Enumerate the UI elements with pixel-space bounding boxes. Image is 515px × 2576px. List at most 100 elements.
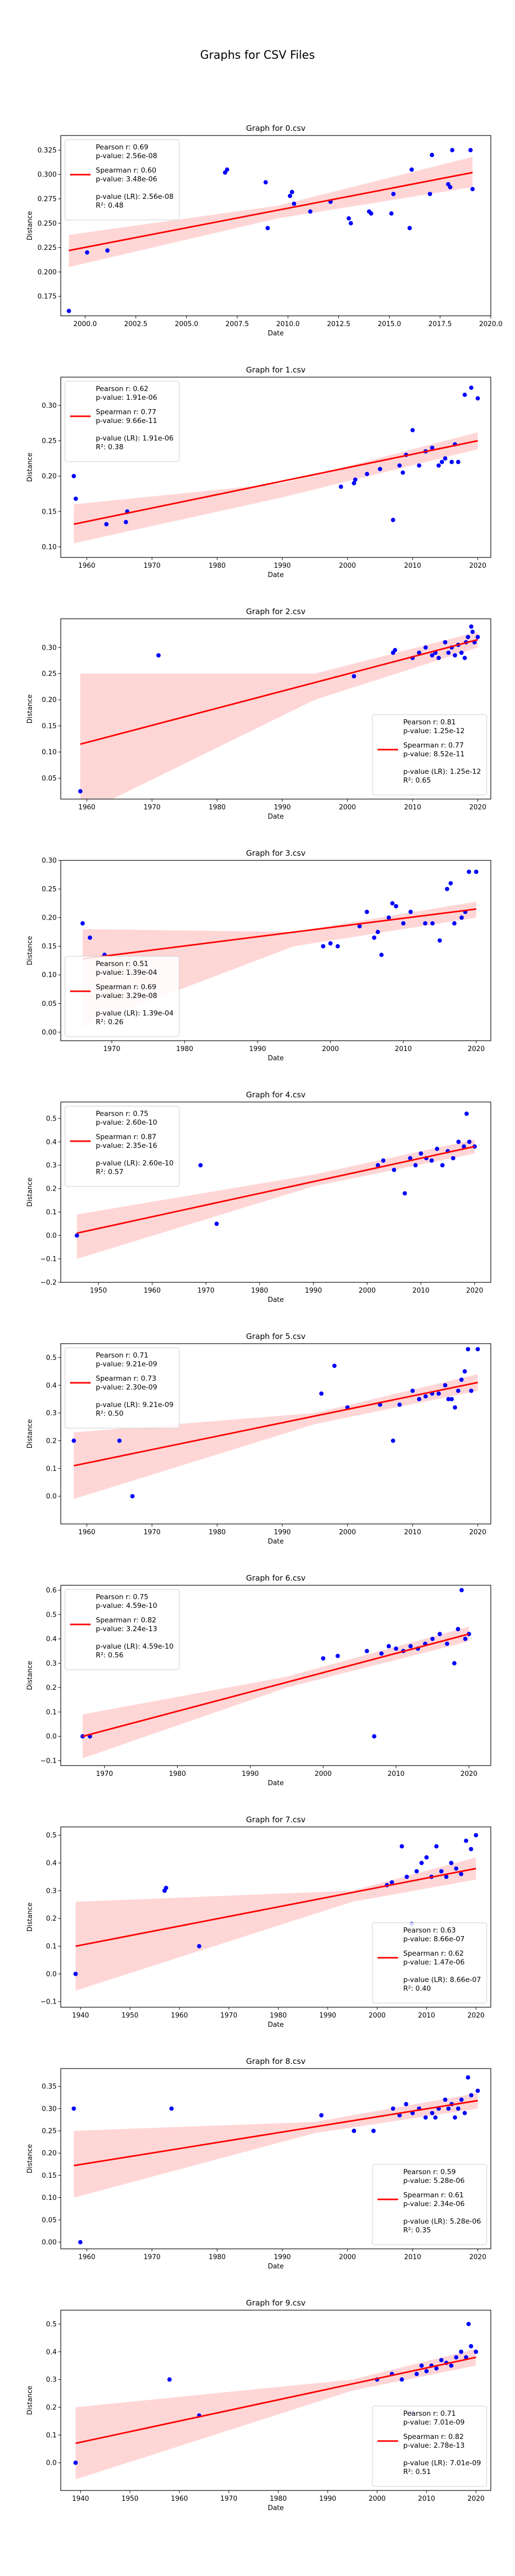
stat-text: R²: 0.65: [403, 776, 431, 785]
stat-text: Pearson r: 0.71: [96, 1351, 148, 1360]
y-axis-label: Distance: [26, 2144, 34, 2174]
data-point: [352, 674, 356, 679]
confidence-band: [80, 632, 478, 799]
stats-legend: Pearson r: 0.71p-value: 7.01e-09 Spearman…: [372, 2405, 487, 2487]
x-tick-label: 1950: [122, 2012, 139, 2020]
x-tick-label: 2000: [369, 2012, 386, 2020]
data-point: [434, 1844, 439, 1849]
data-point: [328, 941, 333, 946]
stat-text: Pearson r: 0.59: [403, 2168, 456, 2176]
x-tick-label: 2020: [469, 562, 486, 570]
x-tick-label: 2020: [468, 1045, 485, 1053]
data-point: [469, 1846, 473, 1852]
y-tick-label: 0.25: [42, 437, 57, 445]
data-point: [308, 209, 313, 214]
y-tick-label: 0.5: [46, 1611, 57, 1619]
y-tick-label: 0.1: [46, 1209, 57, 1216]
regression-line: [74, 1381, 478, 1467]
data-point: [291, 201, 297, 206]
data-point: [117, 1438, 122, 1443]
data-point: [474, 870, 478, 874]
y-tick-label: 0.175: [38, 293, 57, 301]
y-tick-label: 0.5: [46, 1832, 57, 1840]
x-tick-label: 1970: [144, 1529, 161, 1536]
data-point: [335, 944, 340, 948]
stat-text: Pearson r: 0.51: [96, 960, 148, 968]
stat-text: Spearman r: 0.82: [403, 2433, 464, 2441]
data-point: [474, 2349, 478, 2354]
data-point: [443, 1383, 448, 1387]
confidence-band: [74, 1374, 478, 1499]
data-point: [410, 428, 415, 433]
data-point: [419, 1151, 423, 1156]
regression-line: [75, 1868, 476, 1947]
data-point: [456, 1626, 460, 1632]
chart-title: Graph for 2.csv: [246, 607, 306, 616]
y-tick-label: 0.0: [46, 1232, 57, 1240]
data-point: [459, 650, 464, 655]
x-tick-label: 1980: [209, 2253, 226, 2261]
stats-legend: Pearson r: 0.75p-value: 2.60e-10 Spearman…: [64, 1106, 180, 1187]
data-point: [443, 640, 448, 645]
y-tick-label: 0.325: [38, 147, 57, 155]
stat-text: Spearman r: 0.69: [96, 983, 157, 991]
y-tick-label: 0.0: [46, 1493, 57, 1501]
data-point: [419, 1860, 424, 1866]
data-point: [463, 1636, 468, 1641]
data-point: [468, 148, 473, 152]
y-tick-label: 0.05: [42, 775, 57, 783]
y-tick-label: 0.4: [46, 1860, 57, 1868]
x-tick-label: 2017.5: [428, 320, 452, 328]
stat-text: Spearman r: 0.82: [96, 1616, 157, 1624]
x-tick-label: 2010: [404, 804, 421, 811]
data-point: [430, 2111, 435, 2115]
y-tick-label: 0.30: [42, 402, 57, 410]
data-point: [379, 1651, 384, 1656]
x-tick-label: 1970: [104, 1045, 121, 1053]
y-tick-label: 0.15: [42, 722, 57, 730]
data-point: [434, 2366, 439, 2371]
axes-frame: [60, 1101, 491, 1283]
data-point: [375, 929, 380, 935]
stat-text: p-value: 2.30e-09: [96, 1383, 157, 1392]
x-tick-label: 2000: [339, 2253, 356, 2261]
x-tick-label: 2005.0: [175, 320, 198, 328]
axes-frame: [60, 135, 491, 316]
data-point: [417, 650, 422, 655]
stats-legend: Pearson r: 0.59p-value: 5.28e-06 Spearman…: [372, 2164, 487, 2245]
data-point: [461, 1144, 467, 1149]
axes-frame: [60, 1343, 491, 1524]
y-tick-label: 0.4: [46, 1139, 57, 1146]
x-tick-label: 1970: [144, 2253, 161, 2261]
x-tick-label: 2010.0: [276, 320, 300, 328]
stat-text: p-value (LR): 1.91e-06: [96, 434, 174, 443]
y-tick-label: 0.3: [46, 1887, 57, 1895]
x-axis-label: Date: [268, 1296, 284, 1304]
y-tick-label: 0.5: [46, 1354, 57, 1362]
stat-text: R²: 0.56: [96, 1651, 124, 1659]
y-tick-label: 0.3: [46, 2376, 57, 2384]
x-tick-label: 1950: [122, 2495, 139, 2503]
data-point: [404, 1874, 409, 1879]
y-tick-label: 0.2: [46, 1915, 57, 1923]
x-tick-label: 1990: [305, 1287, 322, 1295]
stat-text: p-value (LR): 7.01e-09: [403, 2459, 481, 2467]
data-point: [430, 446, 435, 450]
y-tick-label: −0.1: [40, 1757, 57, 1765]
stat-text: p-value: 3.24e-13: [96, 1625, 157, 1633]
data-point: [78, 789, 83, 793]
x-tick-label: 1960: [171, 2012, 188, 2020]
x-tick-label: 1970: [96, 1770, 113, 1778]
x-axis-label: Date: [268, 1055, 284, 1062]
x-tick-label: 2010: [418, 2495, 435, 2503]
stat-text: R²: 0.48: [96, 201, 124, 210]
y-tick-label: 0.15: [42, 943, 57, 951]
data-point: [408, 1644, 413, 1649]
data-point: [352, 481, 356, 486]
data-point: [467, 870, 471, 874]
stats-legend: Pearson r: 0.81p-value: 1.25e-12 Spearman…: [372, 714, 487, 795]
stats-legend: Pearson r: 0.63p-value: 8.66e-07 Spearman…: [372, 1922, 487, 2004]
stat-text: p-value (LR): 2.60e-10: [96, 1159, 174, 1167]
data-point: [446, 2106, 451, 2111]
